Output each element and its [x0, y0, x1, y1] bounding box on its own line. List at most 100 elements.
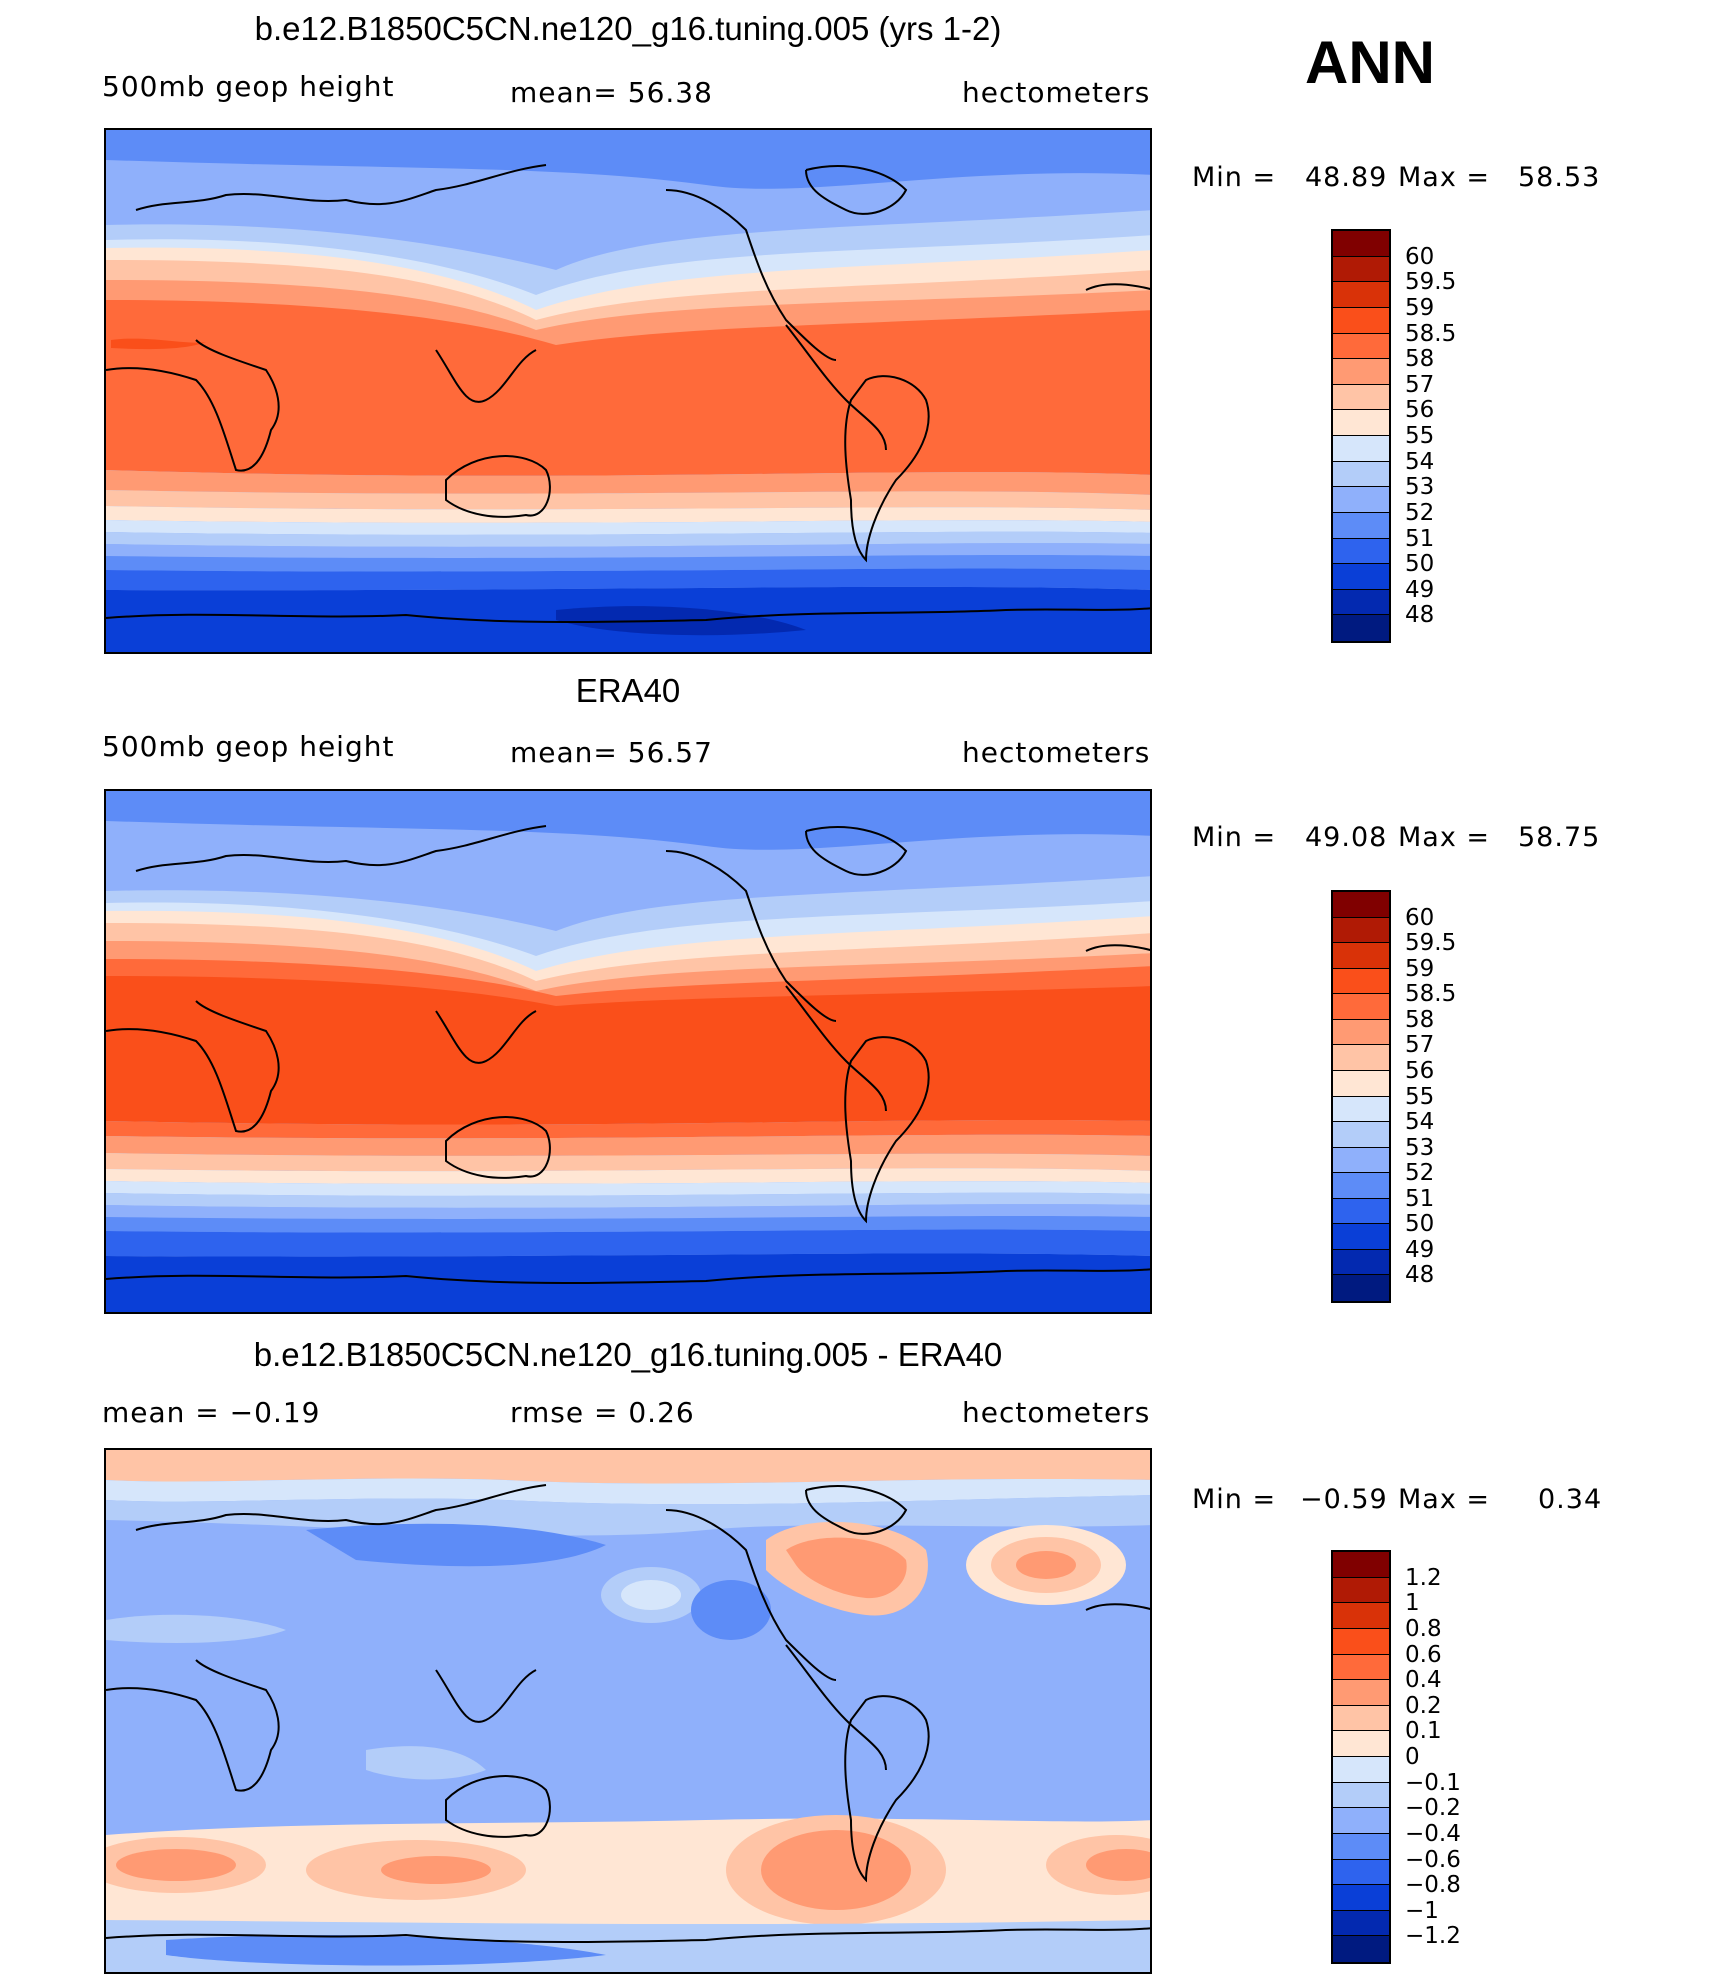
colorbar-tick-label: 58.5 [1405, 981, 1457, 1008]
colorbar-tick-label: −0.1 [1405, 1769, 1461, 1796]
colorbar-tick-label: 56 [1405, 397, 1435, 424]
colorbar-tick-label: 0.4 [1405, 1667, 1442, 1694]
colorbar-swatch [1333, 359, 1389, 385]
panel-1-max-label: Max = [1398, 162, 1491, 193]
colorbar-tick-label: 48 [1405, 1262, 1435, 1289]
colorbar-swatch [1333, 1070, 1389, 1097]
colorbar-swatch [1333, 917, 1389, 944]
colorbar-swatch [1333, 307, 1389, 334]
panel-2-variable-label: 500mb geop height [102, 730, 395, 763]
colorbar-swatch [1333, 512, 1389, 539]
panel-1-min-label: Min = [1192, 162, 1277, 193]
colorbar-swatch [1333, 892, 1389, 918]
colorbar-tick-label: −0.4 [1405, 1820, 1461, 1847]
panel-1-variable-label: 500mb geop height [102, 70, 395, 103]
season-label: ANN [1305, 29, 1435, 96]
colorbar-swatch [1333, 256, 1389, 283]
colorbar-swatch [1333, 436, 1389, 462]
colorbar-swatch [1333, 538, 1389, 565]
colorbar-swatch [1333, 564, 1389, 590]
panel-2-contour-field [106, 791, 1150, 1312]
colorbar-swatch [1333, 1731, 1389, 1757]
colorbar-tick-label: 1 [1405, 1590, 1420, 1617]
colorbar-tick-label: 0 [1405, 1744, 1420, 1770]
colorbar-tick-label: 49 [1405, 1236, 1435, 1263]
panel-3-mean-label: mean = −0.19 [102, 1396, 321, 1429]
panel-2-units-label: hectometers [962, 736, 1151, 769]
panel-1-map [104, 128, 1152, 654]
colorbar-tick-label: 51 [1405, 1185, 1435, 1212]
panel-1-title: b.e12.B1850C5CN.ne120_g16.tuning.005 (yr… [254, 10, 1002, 47]
panel-3-min-label: Min = [1192, 1484, 1277, 1515]
colorbar-swatch [1333, 1173, 1389, 1199]
panel-1-mean-label: mean= 56.38 [510, 76, 713, 109]
colorbar-tick-label: 53 [1405, 474, 1435, 501]
colorbar-swatch [1333, 1275, 1389, 1301]
panel-2-mean-label: mean= 56.57 [510, 736, 713, 769]
colorbar-swatch [1333, 994, 1389, 1020]
colorbar-tick-label: 51 [1405, 525, 1435, 552]
colorbar-tick-label: 50 [1405, 1211, 1435, 1238]
colorbar-swatch [1333, 1757, 1389, 1783]
panel-2-colorbar [1331, 890, 1391, 1303]
colorbar-tick-label: −0.2 [1405, 1795, 1461, 1822]
colorbar-swatch [1333, 1833, 1389, 1860]
colorbar-swatch [1333, 333, 1389, 360]
colorbar-tick-label: 0.2 [1405, 1692, 1442, 1719]
panel-2-map [104, 789, 1152, 1314]
panel-1-max-value: 58.53 [1518, 162, 1601, 193]
colorbar-swatch [1333, 487, 1389, 513]
colorbar-tick-label: 52 [1405, 499, 1435, 526]
panel-1-units-label: hectometers [962, 76, 1151, 109]
panel-3-map [104, 1448, 1152, 1974]
colorbar-tick-label: −0.8 [1405, 1872, 1461, 1899]
panel-3-title: b.e12.B1850C5CN.ne120_g16.tuning.005 - E… [253, 1336, 1003, 1373]
colorbar-tick-label: 52 [1405, 1160, 1435, 1187]
colorbar-tick-label: 57 [1405, 371, 1435, 398]
colorbar-swatch [1333, 615, 1389, 641]
colorbar-tick-label: 58 [1405, 1006, 1435, 1033]
colorbar-tick-label: −1.2 [1405, 1923, 1461, 1950]
colorbar-tick-label: 0.6 [1405, 1641, 1442, 1668]
colorbar-swatch [1333, 1603, 1389, 1629]
panel-3-min-value: −0.59 [1300, 1484, 1388, 1515]
colorbar-swatch [1333, 1198, 1389, 1225]
colorbar-tick-label: 59.5 [1405, 930, 1457, 957]
colorbar-swatch [1333, 1885, 1389, 1911]
colorbar-tick-label: 59 [1405, 294, 1435, 321]
panel-3-units-label: hectometers [962, 1396, 1151, 1429]
colorbar-tick-label: 58 [1405, 346, 1435, 373]
panel-2-min-value: 49.08 [1305, 822, 1388, 853]
colorbar-swatch [1333, 384, 1389, 411]
colorbar-tick-label: 1.2 [1405, 1564, 1442, 1591]
colorbar-tick-label: 59 [1405, 955, 1435, 982]
colorbar-tick-label: 49 [1405, 576, 1435, 603]
colorbar-swatch [1333, 410, 1389, 436]
colorbar-tick-label: 0.1 [1405, 1718, 1442, 1745]
panel-2-max-label: Max = [1398, 822, 1491, 853]
colorbar-tick-label: 57 [1405, 1032, 1435, 1059]
colorbar-tick-label: 60 [1405, 243, 1435, 270]
colorbar-swatch [1333, 1019, 1389, 1046]
colorbar-swatch [1333, 1782, 1389, 1809]
colorbar-tick-label: 48 [1405, 602, 1435, 629]
colorbar-swatch [1333, 1628, 1389, 1655]
colorbar-swatch [1333, 943, 1389, 969]
colorbar-tick-label: 54 [1405, 1109, 1435, 1136]
colorbar-swatch [1333, 1577, 1389, 1604]
colorbar-swatch [1333, 1680, 1389, 1706]
colorbar-swatch [1333, 461, 1389, 488]
colorbar-swatch [1333, 1936, 1389, 1962]
colorbar-swatch [1333, 1654, 1389, 1681]
colorbar-swatch [1333, 1705, 1389, 1732]
panel-1-colorbar [1331, 229, 1391, 643]
colorbar-tick-label: 53 [1405, 1134, 1435, 1161]
colorbar-swatch [1333, 968, 1389, 995]
colorbar-swatch [1333, 1045, 1389, 1071]
colorbar-tick-label: 59.5 [1405, 269, 1457, 296]
colorbar-swatch [1333, 282, 1389, 308]
panel-2-min-label: Min = [1192, 822, 1277, 853]
colorbar-swatch [1333, 1122, 1389, 1148]
colorbar-tick-label: 55 [1405, 423, 1435, 449]
colorbar-swatch [1333, 1096, 1389, 1123]
